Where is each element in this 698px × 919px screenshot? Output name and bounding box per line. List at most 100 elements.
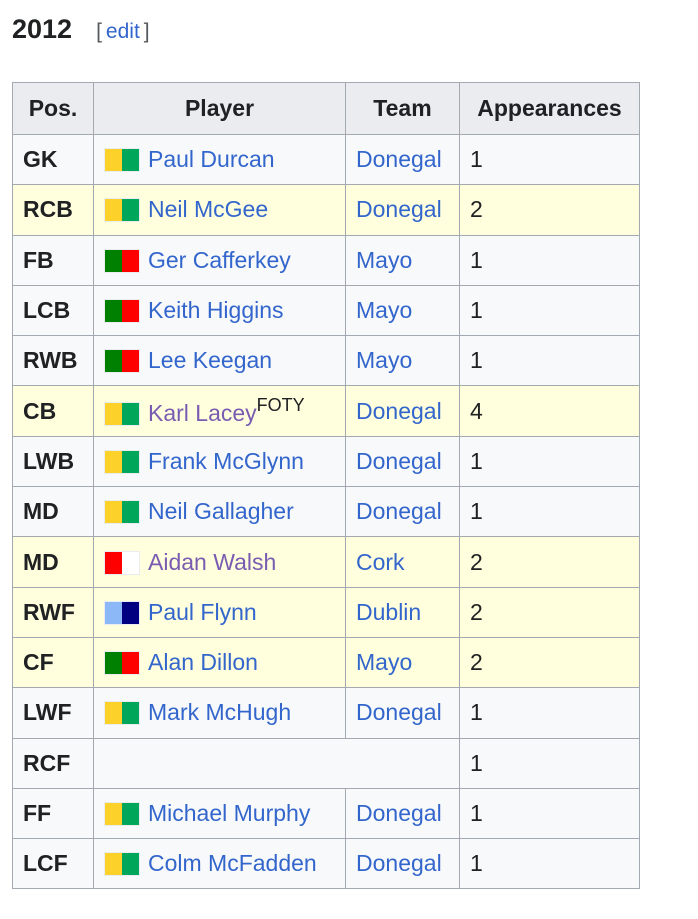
- team-cell: Cork: [345, 536, 460, 588]
- table-row: LCF Colm McFadden Donegal 1: [12, 838, 640, 890]
- edit-section: [edit]: [96, 20, 150, 44]
- table-row: LWF Mark McHugh Donegal 1: [12, 687, 640, 739]
- appearances-cell: 2: [459, 536, 640, 588]
- player-cell: Neil McGee: [93, 184, 346, 236]
- col-pos[interactable]: Pos.: [12, 82, 94, 135]
- position-cell: MD: [12, 486, 94, 538]
- team-cell: Mayo: [345, 335, 460, 387]
- team-cell: Donegal: [345, 838, 460, 890]
- team-cell: Donegal: [345, 787, 460, 840]
- team-link[interactable]: Donegal: [356, 447, 442, 474]
- county-flag-icon: [104, 600, 140, 625]
- appearances-cell: 1: [459, 687, 640, 739]
- position-cell: CF: [12, 636, 94, 689]
- county-flag-icon: [104, 402, 140, 427]
- county-flag-icon: [104, 852, 140, 877]
- team-link[interactable]: Mayo: [356, 649, 413, 676]
- position-cell: RWF: [12, 586, 94, 638]
- table-row: LCB Keith Higgins Mayo 1: [12, 284, 640, 337]
- section-title: 2012: [12, 14, 73, 44]
- col-player[interactable]: Player: [93, 82, 346, 135]
- player-cell: Ger Cafferkey: [93, 234, 346, 286]
- team-link[interactable]: Donegal: [356, 498, 442, 525]
- county-flag-icon: [104, 248, 140, 273]
- player-cell: Neil Gallagher: [93, 486, 346, 538]
- county-flag-icon: [104, 701, 140, 726]
- team-link[interactable]: Donegal: [356, 800, 442, 826]
- position-cell: RCF: [12, 737, 94, 789]
- team-link[interactable]: Donegal: [356, 850, 442, 877]
- table-row: LWB Frank McGlynn Donegal 1: [12, 435, 640, 488]
- team-cell: Donegal: [345, 687, 460, 739]
- appearances-cell: 1: [459, 435, 640, 488]
- team-link[interactable]: Donegal: [356, 699, 442, 726]
- player-link[interactable]: Karl Lacey: [148, 400, 257, 427]
- team-of-the-year-table: Pos. Player Team Appearances GK Paul Dur…: [12, 82, 640, 890]
- table-row: CB Karl LaceyFOTY Donegal 4: [12, 385, 640, 437]
- table-row: MD Neil Gallagher Donegal 1: [12, 486, 640, 538]
- team-cell: Donegal: [345, 385, 460, 437]
- player-cell: [93, 737, 346, 789]
- team-cell: Donegal: [345, 133, 460, 186]
- player-cell: Paul Flynn: [93, 586, 346, 638]
- county-flag-icon: [104, 550, 140, 575]
- player-link[interactable]: Lee Keegan: [148, 347, 273, 374]
- player-cell: Alan Dillon: [93, 636, 346, 689]
- team-link[interactable]: Donegal: [356, 146, 442, 173]
- player-link[interactable]: Keith Higgins: [148, 297, 284, 324]
- player-link[interactable]: Paul Durcan: [148, 146, 275, 173]
- player-cell: Paul Durcan: [93, 133, 346, 186]
- player-link[interactable]: Aidan Walsh: [148, 548, 277, 575]
- team-link[interactable]: Mayo: [356, 347, 413, 374]
- player-cell: Lee Keegan: [93, 335, 346, 387]
- position-cell: LCF: [12, 838, 94, 890]
- col-appearances[interactable]: Appearances: [459, 82, 640, 135]
- player-cell: Keith Higgins: [93, 284, 346, 337]
- team-link[interactable]: Donegal: [356, 196, 442, 223]
- player-link[interactable]: Frank McGlynn: [148, 447, 304, 474]
- table-row: GK Paul Durcan Donegal 1: [12, 133, 640, 186]
- county-flag-icon: [104, 198, 140, 223]
- player-link[interactable]: Alan Dillon: [148, 649, 258, 676]
- appearances-cell: 1: [459, 234, 640, 286]
- team-cell: Donegal: [345, 435, 460, 488]
- section-heading: 2012 [edit]: [12, 14, 150, 45]
- edit-link[interactable]: edit: [105, 20, 140, 43]
- player-link[interactable]: Neil Gallagher: [148, 498, 294, 525]
- col-team[interactable]: Team: [345, 82, 460, 135]
- position-cell: FF: [12, 787, 94, 840]
- county-flag-icon: [104, 651, 140, 676]
- team-link[interactable]: Cork: [356, 548, 405, 575]
- team-link[interactable]: Mayo: [356, 297, 413, 324]
- player-link[interactable]: Ger Cafferkey: [148, 246, 291, 273]
- team-link[interactable]: Dublin: [356, 598, 422, 625]
- player-cell: Michael Murphy: [93, 787, 346, 840]
- player-cell: Mark McHugh: [93, 687, 346, 739]
- player-cell: Colm McFadden: [93, 838, 346, 890]
- table-row: RWF Paul Flynn Dublin 2: [12, 586, 640, 638]
- team-cell: Dublin: [345, 586, 460, 638]
- player-link[interactable]: Colm McFadden: [148, 850, 317, 877]
- team-link[interactable]: Donegal: [356, 397, 442, 424]
- county-flag-icon: [104, 148, 140, 173]
- team-cell: Mayo: [345, 234, 460, 286]
- county-flag-icon: [104, 349, 140, 374]
- position-cell: FB: [12, 234, 94, 286]
- team-cell: Donegal: [345, 486, 460, 538]
- player-link[interactable]: Neil McGee: [148, 196, 269, 223]
- county-flag-icon: [104, 299, 140, 324]
- position-cell: LWB: [12, 435, 94, 488]
- appearances-cell: 1: [459, 838, 640, 890]
- header-row: Pos. Player Team Appearances: [12, 82, 640, 135]
- player-link[interactable]: Mark McHugh: [148, 699, 292, 726]
- position-cell: RWB: [12, 335, 94, 387]
- player-cell: Karl LaceyFOTY: [93, 385, 346, 437]
- player-link[interactable]: Paul Flynn: [148, 598, 257, 625]
- county-flag-icon: [104, 449, 140, 474]
- table-row: FF Michael Murphy Donegal 1: [12, 787, 640, 840]
- team-link[interactable]: Mayo: [356, 246, 413, 273]
- county-flag-icon: [104, 500, 140, 525]
- position-cell: MD: [12, 536, 94, 588]
- player-link[interactable]: Michael Murphy: [148, 800, 311, 826]
- appearances-cell: 2: [459, 636, 640, 689]
